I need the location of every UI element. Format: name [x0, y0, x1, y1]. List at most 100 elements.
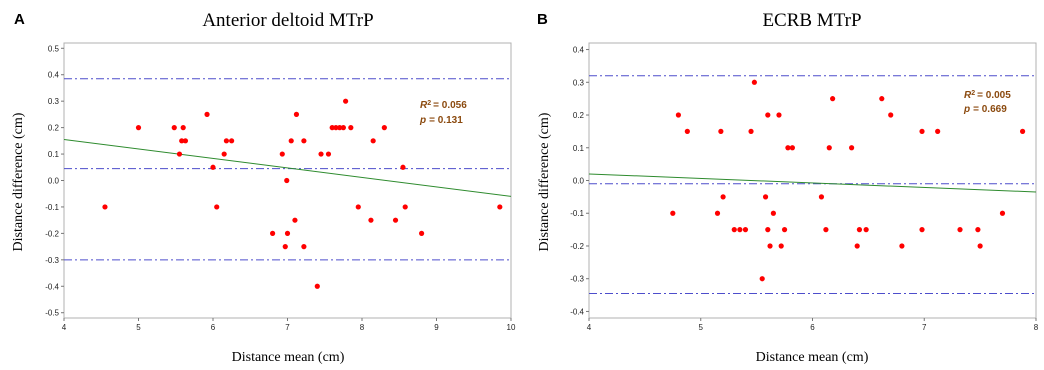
- panel-b-data-point: [742, 227, 749, 233]
- panel-b-data-point: [888, 112, 894, 118]
- panel-b-data-point: [765, 112, 771, 118]
- panel-b-data-point: [823, 227, 829, 233]
- panel-b-data-point: [737, 227, 743, 233]
- panel-a-x-tick-label: 7: [285, 323, 290, 332]
- panel-a-data-point: [301, 244, 307, 250]
- panel-b-data-point: [919, 128, 925, 134]
- panel-a-x-tick-label: 6: [211, 323, 216, 332]
- panel-a-data-point: [176, 151, 183, 157]
- panel-a-data-point: [279, 151, 285, 157]
- panel-b-y-tick-label: 0.3: [573, 78, 585, 87]
- panel-a-r-squared-value: = 0.056: [433, 100, 467, 111]
- panel-a-data-point: [292, 217, 298, 223]
- panel-a-data-point: [229, 138, 235, 144]
- panel-b-data-point: [977, 243, 983, 249]
- panel-b-data-point: [759, 276, 765, 282]
- panel-a-data-point: [282, 244, 288, 250]
- panel-b-plot-frame: [588, 42, 1037, 319]
- panel-b-data-point: [863, 227, 869, 233]
- panel-a-y-axis-label: Distance difference (cm): [11, 112, 26, 251]
- panel-b-data-point: [776, 112, 782, 118]
- panel-b-data-point: [718, 128, 724, 134]
- panel-a-regression-line: [63, 139, 512, 197]
- panel-a-data-point: [340, 125, 346, 131]
- panel-b-data-point: [849, 145, 855, 151]
- panel-b-data-point: [767, 243, 773, 249]
- panel-a-data-point: [337, 125, 343, 131]
- panel-a-data-point: [301, 138, 307, 144]
- panel-b-data-point: [854, 243, 860, 249]
- panel-b-data-point: [957, 227, 963, 233]
- panel-b-y-tick-label: -0.3: [570, 275, 584, 284]
- panel-b-data-point: [762, 194, 769, 200]
- panel-a-data-point: [135, 125, 142, 131]
- panel-a-data-point: [182, 138, 189, 144]
- panel-a-data-point: [314, 283, 320, 289]
- panel-a-data-point: [288, 138, 294, 144]
- panel-b-data-point: [670, 210, 676, 216]
- panel-b-x-tick-label: 4: [587, 323, 592, 332]
- panel-a-data-point: [392, 217, 399, 223]
- panel-b-x-tick-label: 8: [1034, 323, 1039, 332]
- panel-b-data-point: [935, 128, 941, 134]
- panel-b-y-tick-label: -0.2: [570, 242, 584, 251]
- panel-a-data-point: [179, 138, 185, 144]
- panel-a-data-point: [318, 151, 324, 157]
- panel-b-x-tick-label: 6: [810, 323, 815, 332]
- panel-a-data-point: [348, 125, 354, 131]
- panel-b-letter: B: [537, 11, 548, 28]
- panel-b-p-value: p = 0.669: [963, 104, 1007, 115]
- panel-b-y-tick-label: -0.4: [570, 307, 584, 316]
- panel-b-y-tick-label: 0.0: [573, 177, 585, 186]
- panel-b-x-axis-label: Distance mean (cm): [756, 350, 869, 365]
- panel-b-x-tick-label: 7: [922, 323, 927, 332]
- panel-a-data-point: [355, 204, 361, 210]
- panel-a-data-point: [325, 151, 332, 157]
- panel-b-regression-line: [588, 173, 1037, 193]
- panel-a-y-tick-label: -0.4: [45, 282, 59, 291]
- panel-b-data-point: [765, 227, 771, 233]
- panel-a-data-point: [329, 125, 335, 131]
- panel-b-data-point: [830, 96, 836, 102]
- panel-b-data-point: [781, 227, 788, 233]
- panel-b-r-squared-value: = 0.005: [977, 90, 1011, 101]
- panel-a-y-tick-label: 0.4: [48, 71, 60, 80]
- panel-b-data-point: [1019, 128, 1026, 134]
- panel-a-letter: A: [14, 11, 25, 28]
- panel-b-data-point: [675, 112, 682, 118]
- panel-b-data-point: [899, 243, 905, 249]
- panel-b-data-point: [751, 79, 757, 85]
- panel-a-data-point: [214, 204, 220, 210]
- panel-b-data-point: [684, 128, 690, 134]
- panel-b-data-point: [879, 96, 885, 102]
- panel-a-data-point: [370, 138, 376, 144]
- panel-a-y-tick-label: 0.2: [48, 124, 60, 133]
- panel-a-data-point: [270, 230, 276, 236]
- panel-a-plot: 4 5 6 7 8 9 10 0.5 0.4 0.3 0.2 0.1 0.0 -0.1 -0.2 -0.3 -0…: [45, 42, 516, 332]
- panel-a-data-point: [284, 230, 291, 236]
- panel-b-title: ECRB MTrP: [762, 10, 861, 31]
- panel-a-data-point: [419, 230, 425, 236]
- panel-b-y-tick-label: 0.4: [573, 46, 585, 55]
- panel-a-x-tick-label: 5: [136, 323, 141, 332]
- panel-b-data-point: [770, 210, 776, 216]
- panel-a-data-point: [171, 125, 177, 131]
- panel-b-x-tick-label: 5: [699, 323, 704, 332]
- panel-a-x-tick-label: 4: [62, 323, 67, 332]
- panel-a-y-tick-label: -0.1: [45, 203, 59, 212]
- panel-b-data-point: [785, 145, 791, 151]
- panel-a-title: Anterior deltoid MTrP: [202, 10, 373, 31]
- panel-a-data-point: [293, 111, 300, 117]
- panel-a-data-point: [400, 164, 406, 170]
- panel-b-data-point: [975, 227, 981, 233]
- panel-b-data-point: [714, 210, 721, 216]
- panel-b-r-squared: R2 = 0.005: [964, 90, 1011, 102]
- panel-a-data-point: [210, 164, 216, 170]
- panel-a-y-tick-label: 0.5: [48, 44, 60, 53]
- panel-a-data-point: [223, 138, 230, 144]
- panel-b-data-point: [778, 243, 784, 249]
- panel-a-data-point: [204, 111, 210, 117]
- panel-a-data-point: [180, 125, 186, 131]
- panel-a-x-tick-label: 10: [507, 323, 516, 332]
